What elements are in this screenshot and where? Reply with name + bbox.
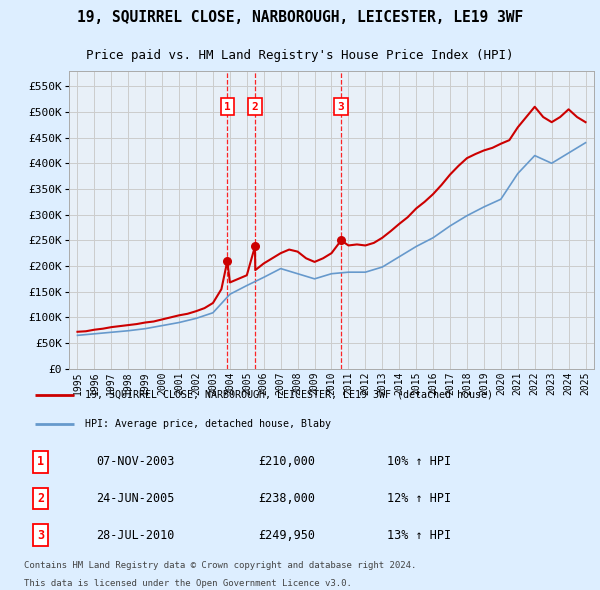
Text: 1: 1: [224, 101, 231, 112]
Text: 24-JUN-2005: 24-JUN-2005: [97, 492, 175, 505]
Text: 3: 3: [338, 101, 344, 112]
Text: 3: 3: [37, 529, 44, 542]
Text: 19, SQUIRREL CLOSE, NARBOROUGH, LEICESTER, LE19 3WF: 19, SQUIRREL CLOSE, NARBOROUGH, LEICESTE…: [77, 10, 523, 25]
Text: 12% ↑ HPI: 12% ↑ HPI: [387, 492, 451, 505]
Text: Price paid vs. HM Land Registry's House Price Index (HPI): Price paid vs. HM Land Registry's House …: [86, 49, 514, 62]
Text: 2: 2: [251, 101, 259, 112]
Text: 07-NOV-2003: 07-NOV-2003: [97, 455, 175, 468]
Text: 1: 1: [37, 455, 44, 468]
Text: HPI: Average price, detached house, Blaby: HPI: Average price, detached house, Blab…: [85, 419, 331, 429]
Text: 13% ↑ HPI: 13% ↑ HPI: [387, 529, 451, 542]
Point: [223, 256, 232, 266]
Text: 28-JUL-2010: 28-JUL-2010: [97, 529, 175, 542]
Point: [250, 242, 260, 251]
Text: £238,000: £238,000: [259, 492, 316, 505]
Text: £210,000: £210,000: [259, 455, 316, 468]
Text: This data is licensed under the Open Government Licence v3.0.: This data is licensed under the Open Gov…: [24, 579, 352, 588]
Text: £249,950: £249,950: [259, 529, 316, 542]
Text: 10% ↑ HPI: 10% ↑ HPI: [387, 455, 451, 468]
Text: 2: 2: [37, 492, 44, 505]
Point: [337, 235, 346, 245]
Text: Contains HM Land Registry data © Crown copyright and database right 2024.: Contains HM Land Registry data © Crown c…: [24, 561, 416, 571]
Text: 19, SQUIRREL CLOSE, NARBOROUGH, LEICESTER, LE19 3WF (detached house): 19, SQUIRREL CLOSE, NARBOROUGH, LEICESTE…: [85, 390, 493, 400]
